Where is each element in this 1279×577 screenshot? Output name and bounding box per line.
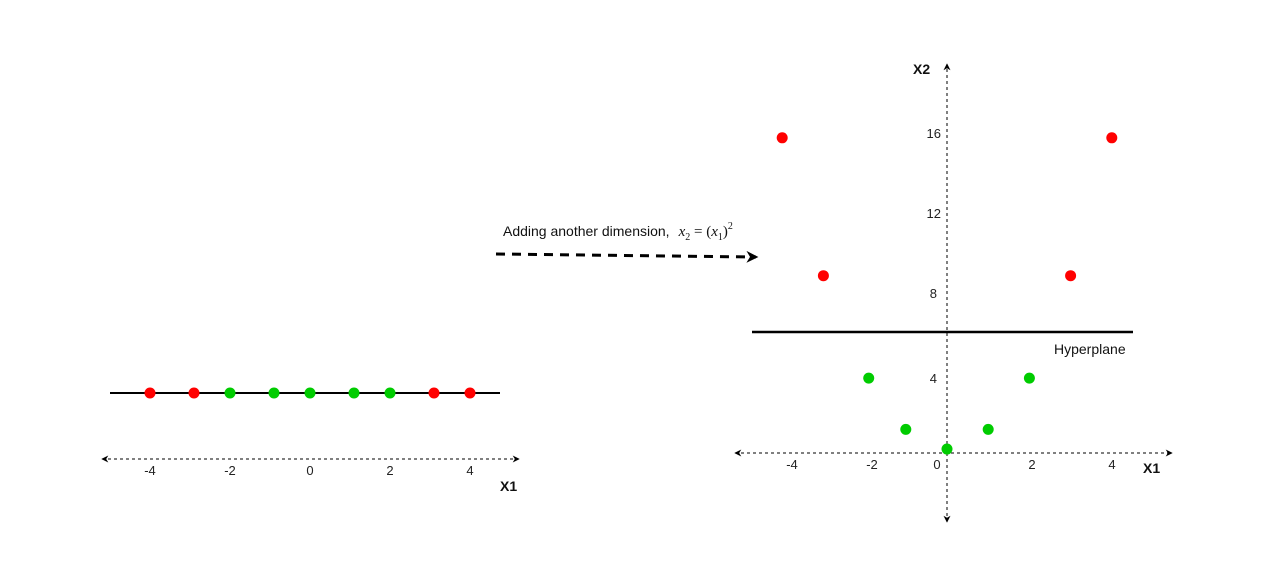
right-x-tick-label: -2 bbox=[866, 457, 878, 472]
transform-caption: Adding another dimension, x2 = (x1)2 bbox=[503, 221, 733, 243]
red-data-point bbox=[776, 132, 788, 144]
left-1d-plot: -4 -2 0 2 4 X1 bbox=[101, 387, 520, 494]
left-x-axis-label: X1 bbox=[500, 478, 517, 494]
left-x-tick-label: -4 bbox=[144, 463, 156, 478]
formula-lhs-var: x bbox=[678, 224, 686, 240]
right-points bbox=[776, 132, 1118, 455]
green-data-point bbox=[224, 387, 236, 399]
green-data-point bbox=[941, 443, 953, 455]
green-data-point bbox=[304, 387, 316, 399]
transform-arrow bbox=[495, 250, 759, 263]
formula-lhs-sub: 2 bbox=[685, 232, 690, 243]
right-y-tick-labels: 4 8 12 16 bbox=[927, 126, 941, 386]
right-x-tick-labels: -4 -2 0 2 4 bbox=[786, 457, 1115, 472]
left-points bbox=[144, 387, 476, 399]
left-x-tick-labels: -4 -2 0 2 4 bbox=[144, 463, 473, 478]
red-data-point bbox=[1106, 132, 1118, 144]
green-data-point bbox=[863, 372, 875, 384]
green-data-point bbox=[384, 387, 396, 399]
left-x-tick-label: 2 bbox=[386, 463, 393, 478]
formula-rhs-sub: 1 bbox=[718, 232, 723, 243]
red-data-point bbox=[817, 270, 829, 282]
green-data-point bbox=[348, 387, 360, 399]
green-data-point bbox=[982, 423, 994, 435]
left-x-tick-label: 4 bbox=[466, 463, 473, 478]
right-x-tick-label: 0 bbox=[933, 457, 940, 472]
red-data-point bbox=[1065, 270, 1077, 282]
red-data-point bbox=[144, 387, 156, 399]
right-2d-plot: -4 -2 0 2 4 4 8 12 16 X1 X2 Hyperplane bbox=[734, 61, 1173, 523]
red-data-point bbox=[464, 387, 476, 399]
green-data-point bbox=[900, 423, 912, 435]
red-data-point bbox=[428, 387, 440, 399]
left-x-tick-label: 0 bbox=[306, 463, 313, 478]
formula-eq: = ( bbox=[690, 224, 711, 240]
hyperplane-label: Hyperplane bbox=[1054, 341, 1126, 357]
formula-rhs-var: x bbox=[710, 224, 718, 240]
right-x-tick-label: -4 bbox=[786, 457, 798, 472]
right-x-tick-label: 2 bbox=[1028, 457, 1035, 472]
right-y-tick-label: 16 bbox=[927, 126, 941, 141]
green-data-point bbox=[268, 387, 280, 399]
right-y-tick-label: 12 bbox=[927, 206, 941, 221]
green-data-point bbox=[1023, 372, 1035, 384]
formula-sup: 2 bbox=[728, 221, 733, 232]
left-x-tick-label: -2 bbox=[224, 463, 236, 478]
right-x-axis-label: X1 bbox=[1143, 460, 1160, 476]
transform-caption-text: Adding another dimension, bbox=[503, 223, 670, 239]
right-y-tick-label: 8 bbox=[930, 286, 937, 301]
right-x-tick-label: 4 bbox=[1108, 457, 1115, 472]
right-y-tick-label: 4 bbox=[930, 371, 937, 386]
formula-close: ) bbox=[723, 224, 728, 240]
transform-annotation: Adding another dimension, x2 = (x1)2 bbox=[495, 221, 759, 263]
right-y-axis-label: X2 bbox=[913, 61, 930, 77]
red-data-point bbox=[188, 387, 200, 399]
